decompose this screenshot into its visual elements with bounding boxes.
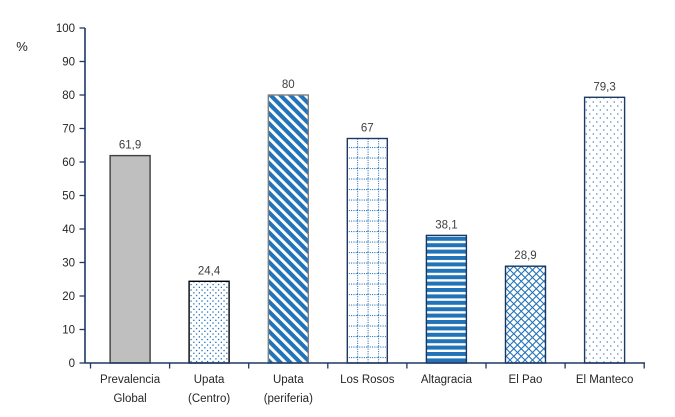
- category-label-upata-centro-line2: (Centro): [188, 393, 230, 405]
- category-label-altagracia-line1: Altagracia: [421, 374, 473, 386]
- y-tick-label-40: 40: [62, 224, 75, 236]
- value-label-los-rosos: 67: [361, 123, 374, 135]
- value-label-prevalencia-global: 61,9: [119, 140, 141, 152]
- bar-el-pao: [504, 265, 547, 364]
- category-label-upata-centro-line1: Upata: [194, 374, 225, 386]
- bar-el-manteco: [583, 96, 626, 364]
- y-tick-label-0: 0: [69, 358, 75, 370]
- category-label-el-pao-line1: El Pao: [509, 374, 543, 386]
- bar-upata-centro: [188, 280, 230, 364]
- value-label-el-pao: 28,9: [514, 250, 536, 262]
- bar-prevalencia-global: [109, 154, 151, 364]
- value-label-altagracia: 38,1: [435, 219, 457, 231]
- y-tick-label-90: 90: [62, 57, 75, 69]
- axes-layer: [79, 27, 645, 369]
- value-label-upata-periferia: 80: [282, 79, 295, 91]
- bar-los-rosos: [346, 137, 388, 364]
- y-axis-unit-label: %: [16, 39, 28, 54]
- labels-layer: 61,9 Prevalencia Global 24,4 Upata (Centro) 80…: [56, 23, 634, 405]
- category-label-los-rosos-line1: Los Rosos: [340, 374, 395, 386]
- category-label-prevalencia-global-line1: Prevalencia: [100, 374, 161, 386]
- bar-upata-periferia: [267, 94, 309, 364]
- category-label-prevalencia-global-line2: Global: [113, 393, 146, 405]
- bars-layer: [109, 94, 626, 364]
- y-tick-label-80: 80: [62, 90, 75, 102]
- value-label-el-manteco: 79,3: [593, 81, 615, 93]
- category-label-upata-periferia-line2: (periferia): [264, 393, 313, 405]
- y-tick-label-100: 100: [56, 23, 75, 35]
- y-tick-label-20: 20: [62, 291, 75, 303]
- value-label-upata-centro: 24,4: [198, 265, 221, 277]
- category-label-upata-periferia-line1: Upata: [273, 374, 304, 386]
- y-tick-label-30: 30: [62, 258, 75, 270]
- y-tick-label-70: 70: [62, 124, 75, 136]
- y-tick-label-10: 10: [62, 325, 75, 337]
- y-tick-label-50: 50: [62, 191, 75, 203]
- y-tick-label-60: 60: [62, 157, 75, 169]
- category-label-el-manteco-line1: El Manteco: [576, 374, 634, 386]
- bar-altagracia: [425, 234, 468, 364]
